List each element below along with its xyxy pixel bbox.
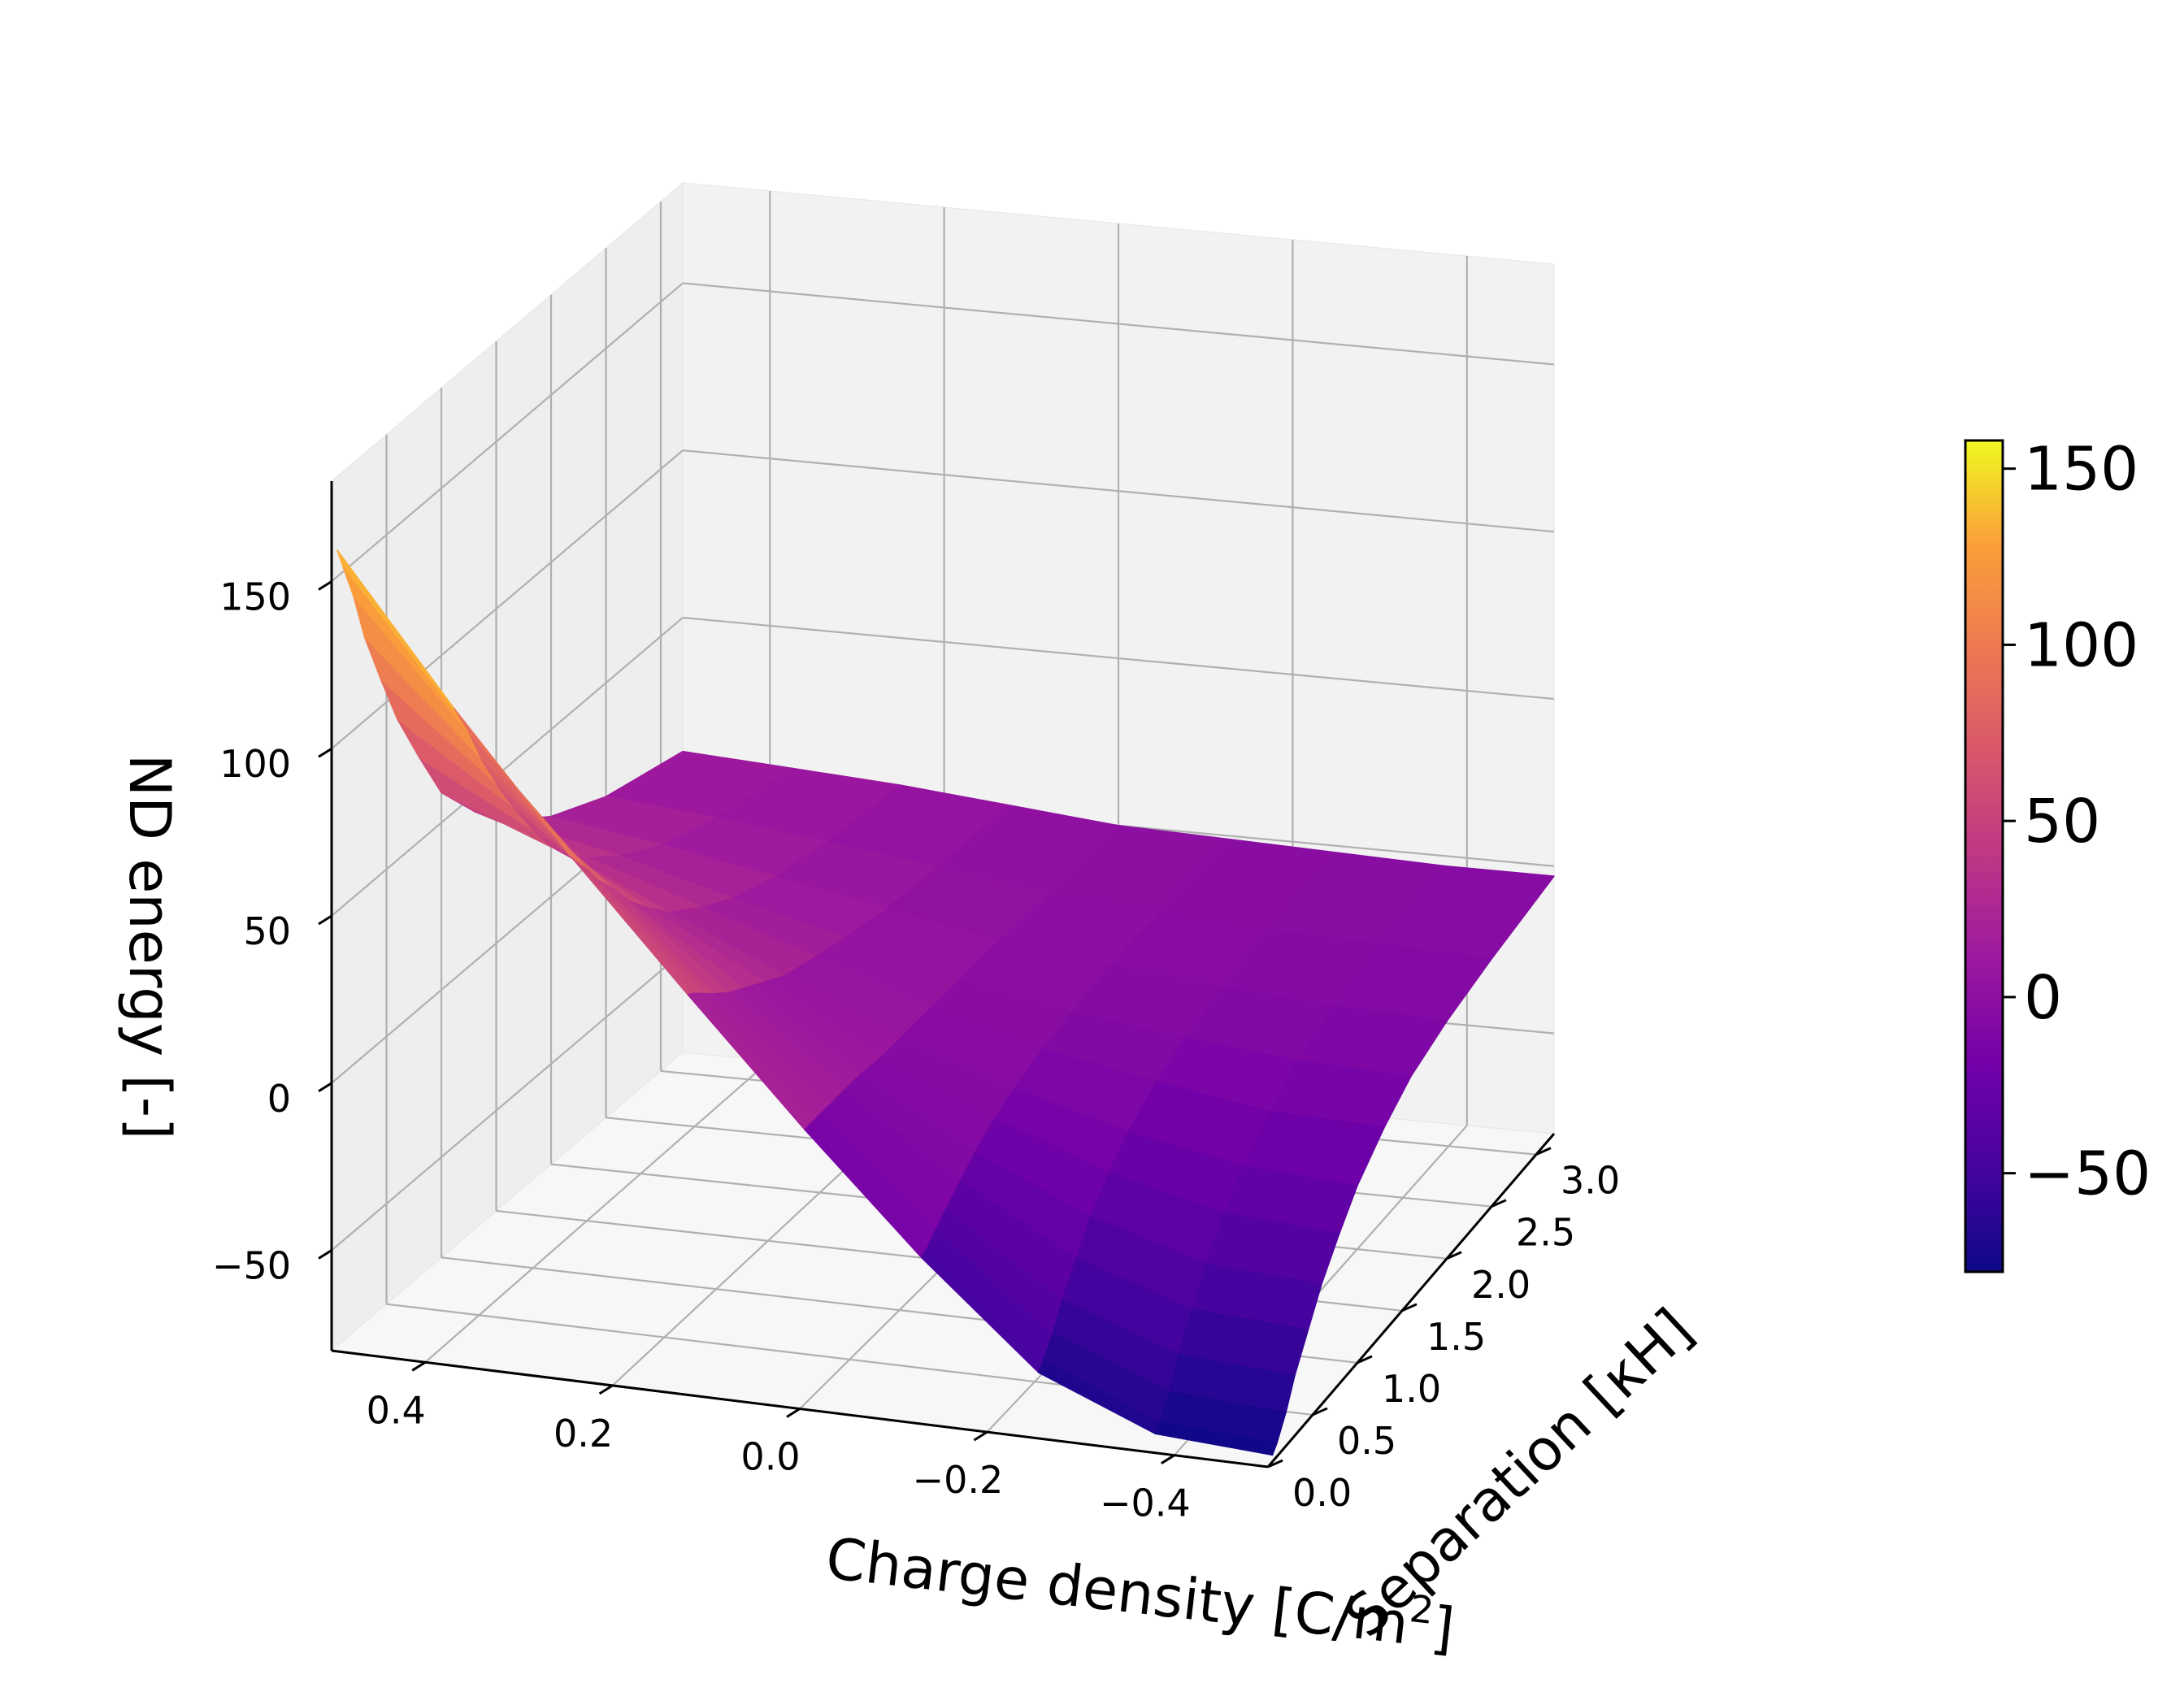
y-tick-label: 0.0 bbox=[1292, 1471, 1352, 1515]
y-tick bbox=[1491, 1199, 1507, 1208]
y-tick bbox=[1267, 1459, 1283, 1469]
surface-patch bbox=[1154, 1421, 1278, 1456]
colorbar-ticks: −50 0 50 100 150 bbox=[2003, 435, 2151, 1209]
z-tick bbox=[318, 1249, 332, 1260]
x-tick bbox=[598, 1384, 614, 1395]
x-tick-label: −0.2 bbox=[913, 1458, 1004, 1502]
x-tick bbox=[411, 1361, 426, 1372]
z-tick-label: −50 bbox=[212, 1244, 291, 1288]
z-tick-label: 0 bbox=[267, 1077, 291, 1121]
grid-line-z bbox=[331, 951, 684, 1252]
x-tick bbox=[1161, 1454, 1175, 1464]
y-axis-title: Separation [κH] bbox=[1332, 1295, 1705, 1650]
y-tick bbox=[1446, 1251, 1462, 1260]
y-tick bbox=[1401, 1303, 1418, 1312]
z-axis-title: ND energy [-] bbox=[116, 754, 183, 1140]
tick-labels: 0.4 0.2 0.0 −0.2 −0.4 0.0 0.5 1.0 1.5 2.0 2.5 3.0 −5… bbox=[212, 575, 1620, 1525]
y-tick-label: 1.0 bbox=[1382, 1367, 1441, 1411]
colorbar: −50 0 50 100 150 bbox=[1964, 435, 2151, 1273]
z-tick bbox=[318, 1082, 332, 1093]
grid-line-z bbox=[682, 449, 1555, 533]
grid-line-z bbox=[331, 282, 684, 583]
colorbar-tick-label: 150 bbox=[2024, 435, 2138, 505]
y-axis-line bbox=[1266, 1133, 1556, 1468]
z-tick bbox=[318, 580, 332, 591]
colorbar-tick-label: −50 bbox=[2024, 1139, 2151, 1209]
colorbar-tick-label: 100 bbox=[2024, 610, 2138, 680]
colorbar-tick-label: 50 bbox=[2024, 787, 2100, 857]
grid-line-z bbox=[682, 616, 1555, 701]
z-tick-label: 50 bbox=[243, 909, 291, 953]
y-tick-label: 3.0 bbox=[1561, 1159, 1620, 1203]
y-tick bbox=[1535, 1147, 1552, 1156]
z-tick-label: 100 bbox=[219, 742, 291, 786]
y-tick-label: 2.5 bbox=[1516, 1211, 1575, 1255]
energy-surface bbox=[337, 549, 1555, 1456]
x-tick-label: −0.4 bbox=[1100, 1482, 1191, 1525]
x-tick-label: 0.0 bbox=[740, 1435, 800, 1479]
x-tick bbox=[973, 1430, 988, 1442]
z-tick bbox=[318, 914, 332, 926]
z-tick bbox=[318, 747, 332, 758]
y-tick bbox=[1312, 1407, 1328, 1416]
x-tick bbox=[786, 1408, 801, 1418]
colorbar-gradient bbox=[1964, 439, 2004, 1273]
x-tick-label: 0.4 bbox=[367, 1388, 426, 1432]
y-tick-label: 2.0 bbox=[1471, 1263, 1531, 1307]
grid-line-z bbox=[331, 617, 684, 917]
tick-marks bbox=[318, 580, 1552, 1469]
z-tick-label: 150 bbox=[219, 575, 291, 618]
grid-line-z bbox=[682, 282, 1555, 366]
x-tick-label: 0.2 bbox=[554, 1412, 613, 1456]
colorbar-tick-label: 0 bbox=[2024, 963, 2062, 1033]
y-tick bbox=[1357, 1355, 1373, 1364]
y-tick-label: 0.5 bbox=[1337, 1419, 1396, 1463]
y-tick-label: 1.5 bbox=[1426, 1315, 1486, 1359]
grid-line-x bbox=[424, 1060, 771, 1364]
